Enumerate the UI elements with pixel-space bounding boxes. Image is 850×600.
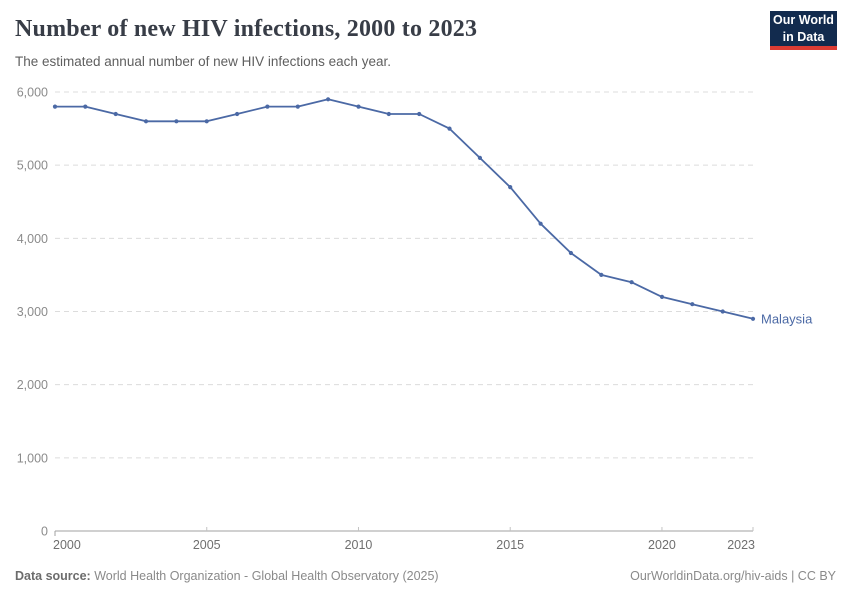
data-point bbox=[720, 309, 725, 314]
y-tick-label: 2,000 bbox=[17, 378, 48, 392]
data-point bbox=[52, 104, 58, 109]
data-source-text: World Health Organization - Global Healt… bbox=[94, 569, 439, 583]
data-point bbox=[750, 316, 756, 321]
data-point bbox=[83, 104, 88, 109]
x-tick-label: 2010 bbox=[345, 538, 373, 552]
x-tick-label: 2005 bbox=[193, 538, 221, 552]
data-point bbox=[113, 111, 118, 117]
owid-logo: Our World in Data bbox=[770, 11, 837, 50]
data-point bbox=[295, 104, 300, 109]
chart-footer: Data source: World Health Organization -… bbox=[15, 569, 836, 583]
entity-label: Malaysia bbox=[761, 311, 813, 326]
data-source: Data source: World Health Organization -… bbox=[15, 569, 439, 583]
data-point bbox=[204, 119, 209, 124]
y-tick-label: 6,000 bbox=[17, 86, 48, 100]
x-tick-label: 2015 bbox=[496, 538, 524, 552]
data-point bbox=[265, 104, 270, 109]
data-point bbox=[386, 111, 391, 117]
data-point bbox=[143, 119, 149, 124]
data-point bbox=[508, 185, 513, 190]
data-point bbox=[326, 97, 331, 102]
data-source-label: Data source: bbox=[15, 569, 91, 583]
data-point bbox=[690, 302, 695, 307]
data-point bbox=[174, 119, 179, 124]
data-point bbox=[477, 155, 482, 160]
data-point bbox=[659, 294, 665, 299]
data-point bbox=[417, 111, 422, 117]
data-point bbox=[356, 104, 361, 109]
data-point bbox=[629, 280, 634, 285]
data-line bbox=[54, 98, 754, 320]
attribution: OurWorldinData.org/hiv-aids | CC BY bbox=[630, 569, 836, 583]
data-point bbox=[447, 126, 452, 131]
y-tick-label: 3,000 bbox=[17, 305, 48, 319]
y-tick-label: 4,000 bbox=[17, 232, 48, 246]
y-tick-label: 5,000 bbox=[17, 159, 48, 173]
chart-title: Number of new HIV infections, 2000 to 20… bbox=[15, 16, 478, 42]
y-tick-label: 0 bbox=[41, 525, 48, 539]
chart-subtitle: The estimated annual number of new HIV i… bbox=[15, 54, 391, 69]
x-tick-label: 2023 bbox=[727, 538, 755, 552]
data-point bbox=[235, 111, 240, 117]
y-tick-label: 1,000 bbox=[17, 451, 48, 465]
data-point bbox=[568, 250, 574, 256]
x-tick-label: 2020 bbox=[648, 538, 676, 552]
owid-logo-line2: in Data bbox=[782, 29, 825, 44]
data-point bbox=[599, 272, 604, 277]
owid-logo-line1: Our World bbox=[773, 13, 834, 28]
x-tick-label: 2000 bbox=[53, 538, 81, 552]
data-point bbox=[538, 221, 543, 226]
